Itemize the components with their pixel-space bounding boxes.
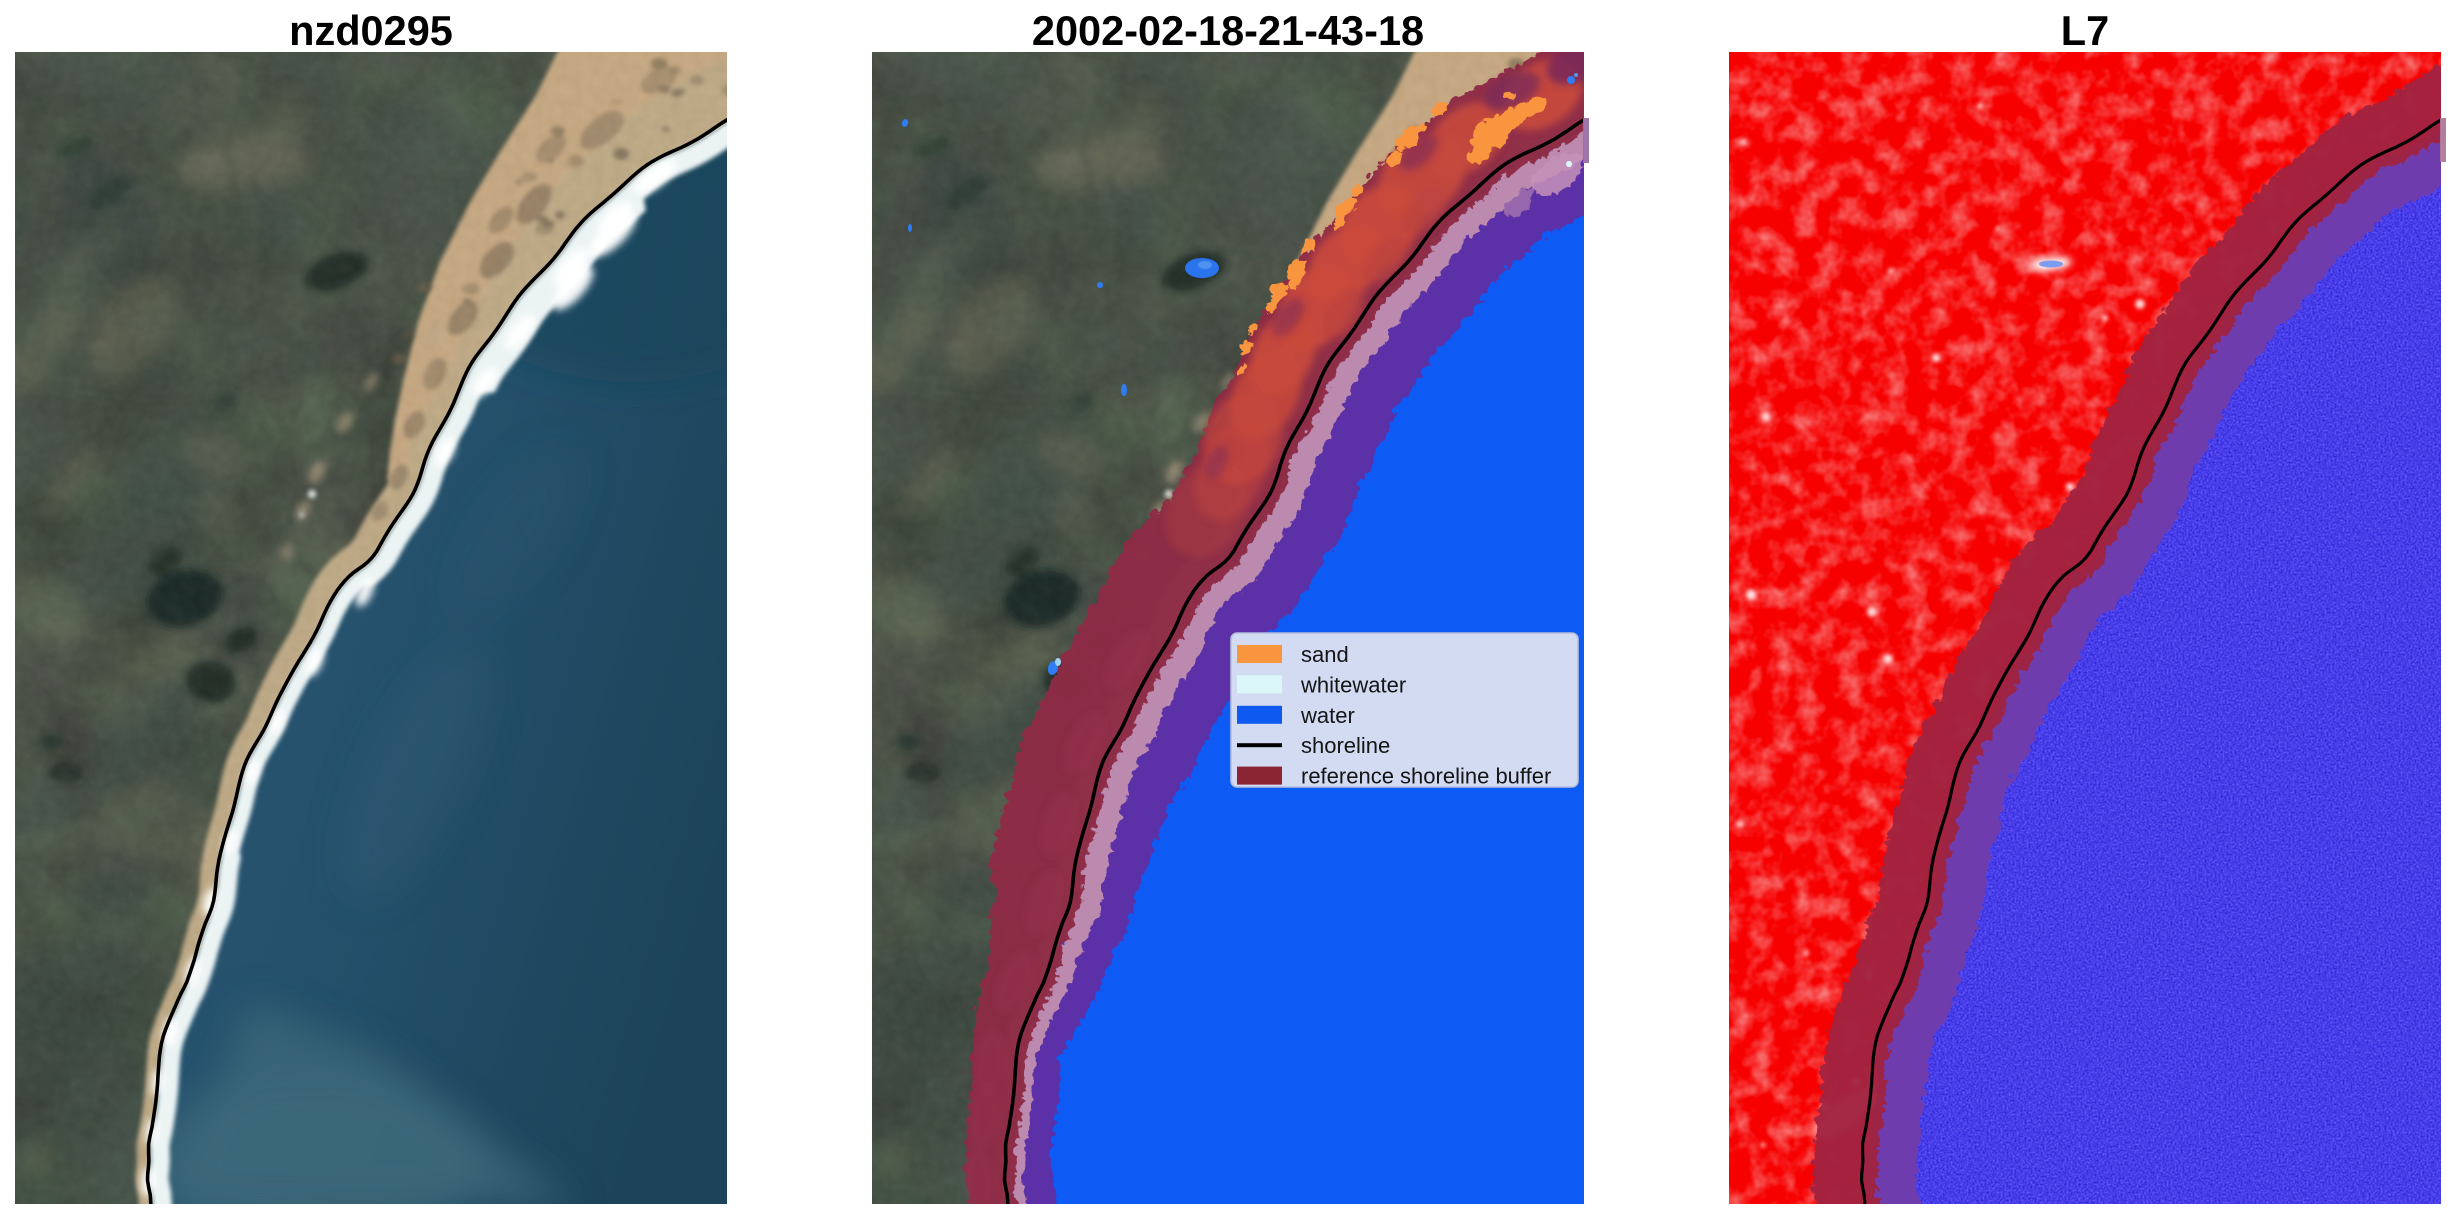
svg-text:water: water [1300,703,1355,728]
svg-text:L7: L7 [2061,7,2109,54]
svg-text:sand: sand [1301,642,1349,667]
svg-text:nzd0295: nzd0295 [289,7,453,54]
svg-text:shoreline: shoreline [1301,733,1390,758]
svg-text:whitewater: whitewater [1300,672,1406,697]
svg-text:2002-02-18-21-43-18: 2002-02-18-21-43-18 [1032,7,1424,54]
svg-text:reference shoreline buffer: reference shoreline buffer [1301,764,1551,789]
